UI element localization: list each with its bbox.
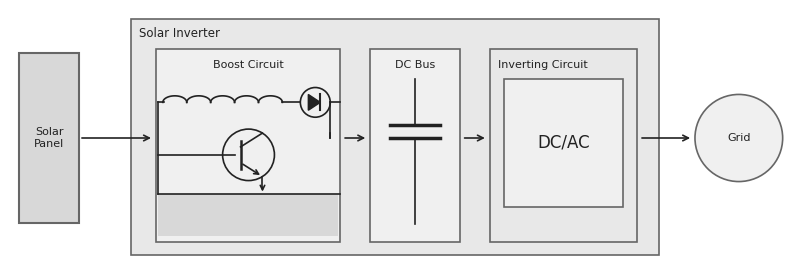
Bar (131, 19, 659, 255)
Circle shape (695, 94, 782, 182)
Bar (158, 194, 338, 236)
Circle shape (222, 129, 274, 181)
Text: Solar
Panel: Solar Panel (34, 127, 64, 149)
Text: Inverting Circuit: Inverting Circuit (498, 60, 587, 70)
Bar (156, 49, 340, 242)
Text: DC Bus: DC Bus (395, 60, 435, 70)
Bar (370, 49, 460, 242)
Text: Solar Inverter: Solar Inverter (139, 26, 220, 39)
Bar (490, 49, 637, 242)
Bar (19, 53, 79, 223)
Text: Boost Circuit: Boost Circuit (213, 60, 283, 70)
Bar (504, 79, 623, 207)
Circle shape (300, 87, 330, 117)
Text: Grid: Grid (727, 133, 750, 143)
Polygon shape (308, 94, 320, 110)
Text: DC/AC: DC/AC (537, 134, 590, 152)
